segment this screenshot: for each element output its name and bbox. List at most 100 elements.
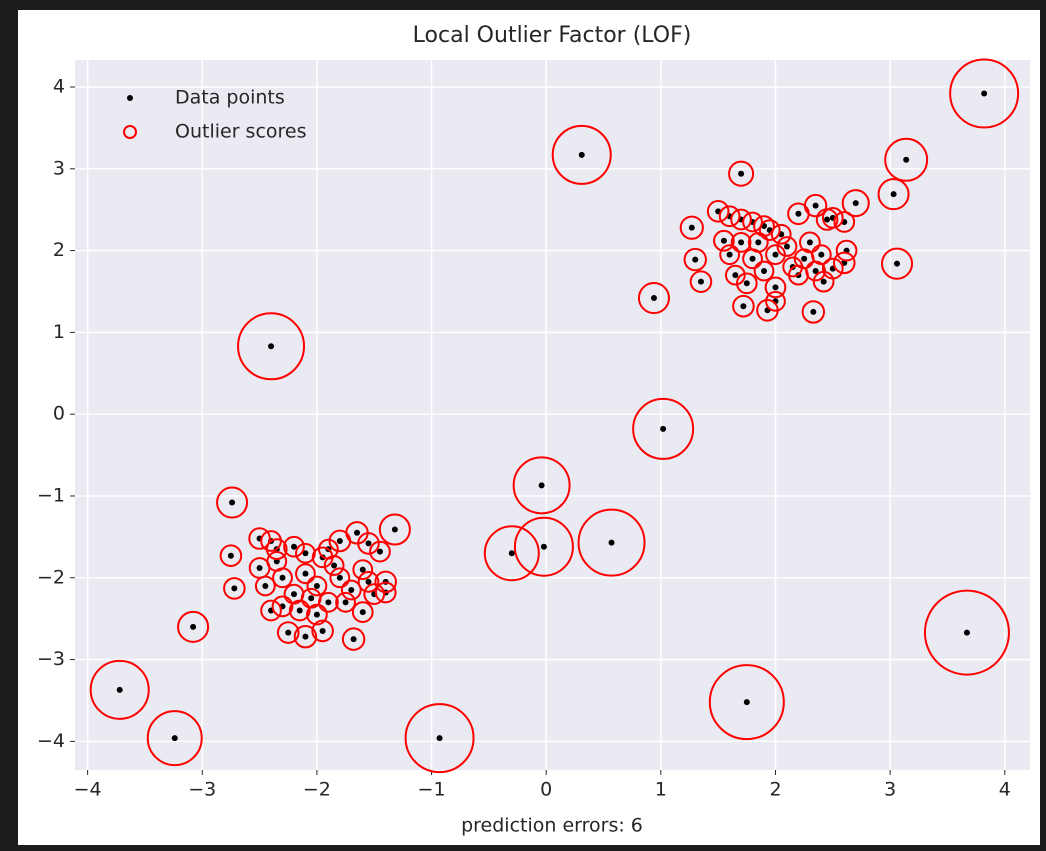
x-tick-label: −3: [188, 779, 216, 801]
point: [313, 582, 320, 589]
point: [608, 539, 615, 546]
outlier-score-circle: [728, 160, 755, 187]
point: [755, 239, 762, 246]
x-tick-label: 3: [884, 779, 896, 801]
point: [890, 191, 897, 198]
point: [336, 537, 343, 544]
outlier-score-circle: [378, 513, 411, 546]
outlier-score-circle: [821, 257, 844, 280]
outlier-score-circle: [689, 270, 713, 293]
point: [436, 735, 443, 742]
point: [302, 633, 309, 640]
point: [806, 239, 813, 246]
outlier-score-circle: [237, 312, 306, 381]
y-tick-label: 0: [53, 403, 65, 425]
outlier-score-circle: [732, 294, 755, 318]
outlier-score-circle: [512, 456, 571, 515]
x-tick-label: −2: [303, 779, 331, 801]
outlier-score-circle: [341, 627, 366, 651]
point: [743, 280, 750, 287]
point: [231, 585, 238, 592]
point: [692, 256, 699, 263]
outlier-score-circle: [577, 508, 646, 577]
outlier-score-circle: [369, 540, 391, 563]
outlier-score-circle: [271, 595, 294, 618]
y-tick-label: −1: [37, 484, 65, 506]
plot-background: [75, 60, 1030, 770]
outlier-score-circle: [753, 260, 775, 282]
point: [365, 578, 372, 585]
legend: Data points Outlier scores: [123, 87, 307, 143]
x-tick-label: −1: [418, 779, 446, 801]
y-tick-label: 3: [53, 157, 65, 179]
outlier-score-circle: [706, 200, 730, 223]
outlier-score-circle: [317, 538, 339, 560]
point: [812, 202, 819, 209]
legend-label: Outlier scores: [175, 121, 307, 143]
point: [981, 90, 988, 97]
outlier-score-circle: [758, 219, 781, 241]
outlier-score-circle: [801, 300, 826, 324]
point: [818, 251, 825, 258]
outlier-score-circle: [295, 563, 316, 585]
point: [795, 210, 802, 217]
outlier-score-circle: [949, 58, 1020, 129]
outlier-score-circle: [266, 551, 288, 572]
outlier-score-circle: [841, 189, 870, 218]
point: [650, 295, 657, 302]
point: [359, 609, 366, 616]
point: [688, 224, 695, 231]
outlier-score-circle: [730, 232, 752, 253]
outlier-score-circle: [718, 205, 741, 228]
point: [348, 587, 355, 594]
point: [743, 699, 750, 706]
point: [812, 268, 819, 275]
outlier-score-circle: [719, 244, 741, 266]
point: [359, 566, 366, 573]
point: [290, 543, 297, 550]
outlier-score-circle: [351, 601, 374, 623]
outlier-score-circle: [311, 619, 334, 643]
outlier-score-circle: [884, 137, 929, 182]
point: [302, 550, 309, 557]
outlier-score-circle: [708, 664, 785, 741]
outlier-score-circle: [877, 178, 910, 211]
outlier-score-circle: [288, 599, 311, 622]
point: [279, 574, 286, 581]
outlier-score-circle: [276, 621, 300, 644]
point: [801, 255, 808, 262]
outlier-score-circle: [357, 532, 380, 555]
outlier-score-circle: [683, 247, 707, 272]
outlier-score-circle: [776, 236, 798, 257]
point: [342, 599, 349, 606]
outlier-score-circle: [765, 290, 786, 312]
point: [810, 308, 817, 315]
point: [783, 243, 790, 250]
point: [171, 735, 178, 742]
y-tick-label: −2: [37, 566, 65, 588]
point: [190, 623, 197, 630]
outlier-score-circle: [713, 229, 735, 252]
y-tick-label: 2: [53, 239, 65, 261]
point: [538, 482, 545, 489]
point: [313, 611, 320, 618]
point: [354, 529, 361, 536]
outlier-score-circle: [306, 575, 328, 597]
x-tick-label: 0: [540, 779, 552, 801]
outlier-score-circle: [374, 581, 397, 604]
outlier-score-circle: [283, 535, 305, 558]
point: [578, 151, 585, 158]
point: [772, 251, 779, 258]
point: [350, 636, 357, 643]
outlier-score-circle: [551, 124, 612, 185]
outlier-score-circle: [177, 610, 210, 643]
point: [290, 591, 297, 598]
outlier-score-circle: [260, 599, 282, 622]
y-tick-label: −4: [37, 730, 65, 752]
outlier-score-circle: [833, 211, 856, 233]
point: [720, 237, 727, 244]
outlier-score-circle: [352, 559, 374, 580]
outlier-score-circle: [295, 542, 316, 564]
